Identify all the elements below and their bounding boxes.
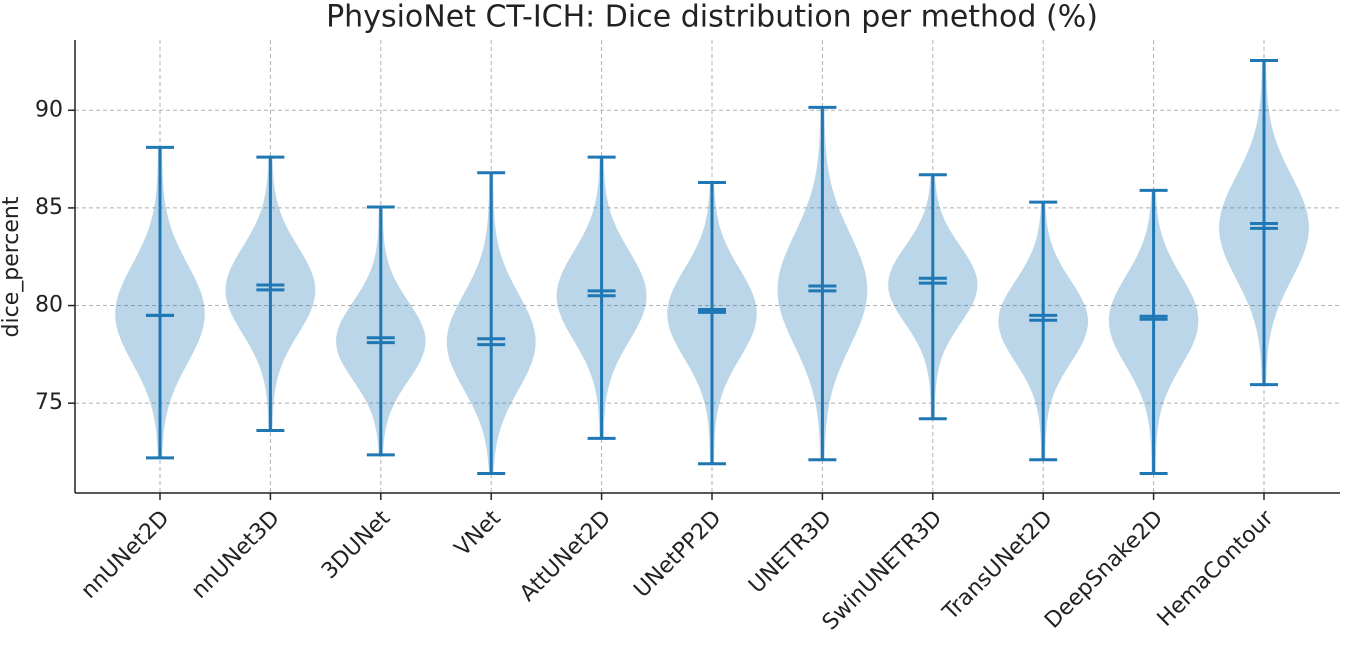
y-axis-label: dice_percent bbox=[0, 196, 24, 337]
x-tick-label: 3DUNet bbox=[317, 506, 396, 585]
y-tick-label: 75 bbox=[35, 390, 63, 415]
x-tick-label: VNet bbox=[450, 506, 506, 562]
x-tick-label: HemaContour bbox=[1153, 505, 1279, 631]
x-tick-label: AttUNet2D bbox=[515, 506, 616, 607]
x-tick-label: DeepSnake2D bbox=[1040, 506, 1168, 634]
y-tick-label: 90 bbox=[35, 97, 63, 122]
x-tick-label: UNetPP2D bbox=[629, 506, 726, 603]
x-tick-label: UNETR3D bbox=[744, 506, 837, 599]
y-tick-label: 80 bbox=[35, 293, 63, 318]
x-tick-label: nnUNet2D bbox=[77, 506, 175, 604]
x-tick-label: SwinUNETR3D bbox=[818, 506, 947, 635]
x-tick-label: TransUNet2D bbox=[938, 506, 1058, 626]
chart-title: PhysioNet CT-ICH: Dice distribution per … bbox=[326, 0, 1098, 35]
x-tick-label: nnUNet3D bbox=[187, 506, 285, 604]
y-tick-label: 85 bbox=[35, 195, 63, 220]
